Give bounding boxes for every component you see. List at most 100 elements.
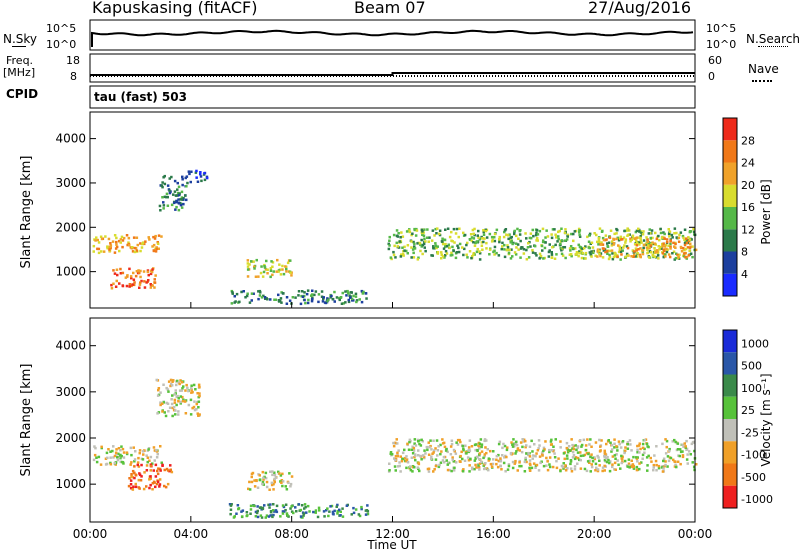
data-cell [659, 227, 662, 231]
data-cell [544, 241, 547, 244]
data-cell [263, 504, 266, 507]
data-cell [465, 253, 468, 256]
data-cell [551, 228, 555, 231]
data-cell [444, 228, 447, 231]
data-cell [472, 253, 475, 256]
data-cell [584, 449, 588, 452]
data-cell [163, 182, 167, 186]
data-cell [680, 250, 684, 253]
data-cell [586, 438, 589, 441]
data-cell [93, 453, 97, 457]
data-cell [252, 292, 255, 295]
data-cell [524, 458, 527, 461]
data-cell [400, 253, 403, 256]
data-cell [671, 252, 674, 255]
data-cell [478, 447, 481, 450]
data-cell [248, 480, 251, 484]
data-cell [581, 252, 584, 255]
data-cell [630, 255, 633, 258]
colorbar-segment [723, 463, 737, 486]
data-cell [161, 402, 164, 405]
data-cell [549, 440, 553, 443]
data-cell [538, 455, 542, 458]
data-cell [336, 510, 339, 513]
nsearch-tick-top: 10^5 [706, 22, 737, 35]
data-cell [347, 298, 350, 302]
data-cell [638, 230, 641, 233]
data-cell [158, 485, 161, 488]
data-cell [611, 257, 615, 261]
data-cell [443, 238, 446, 241]
data-cell [413, 442, 416, 445]
nave-tick-bottom: 0 [708, 70, 715, 83]
data-cell [196, 392, 199, 395]
data-cell [427, 240, 430, 243]
data-cell [509, 236, 512, 239]
data-cell [129, 463, 132, 466]
data-cell [501, 241, 504, 245]
data-cell [349, 296, 352, 299]
data-cell [678, 253, 681, 257]
data-cell [262, 476, 265, 480]
data-cell [599, 445, 602, 448]
data-cell [114, 247, 118, 250]
y-tick-label: 3000 [55, 385, 86, 399]
data-cell [674, 440, 677, 444]
data-cell [399, 236, 402, 239]
data-cell [300, 504, 304, 507]
data-cell [534, 233, 538, 237]
data-cell [303, 291, 306, 294]
data-cell [646, 251, 649, 255]
data-cell [263, 266, 267, 269]
data-cell [462, 468, 465, 471]
data-cell [116, 458, 120, 462]
data-cell [168, 191, 172, 195]
data-cell [569, 449, 572, 452]
data-cell [166, 195, 169, 199]
data-cell [232, 516, 236, 519]
y-tick-label: 3000 [55, 176, 86, 190]
data-cell [501, 245, 504, 248]
data-cell [480, 445, 483, 449]
data-cell [566, 457, 569, 460]
data-cell [515, 450, 518, 453]
data-cell [104, 457, 108, 460]
data-cell [578, 233, 581, 237]
data-cell [131, 246, 134, 249]
data-cell [303, 294, 306, 298]
data-cell [285, 488, 289, 491]
data-cell [470, 236, 474, 239]
data-cell [108, 248, 111, 251]
data-cell [540, 244, 544, 248]
data-cell [420, 458, 423, 461]
data-cell [311, 296, 314, 299]
colorbar-tick-label: 28 [741, 134, 755, 147]
data-cell [440, 450, 443, 453]
data-cell [291, 296, 295, 299]
data-cell [519, 247, 523, 250]
data-cell [598, 227, 602, 230]
data-cell [525, 452, 528, 455]
data-cell [173, 179, 177, 183]
data-cell [626, 229, 629, 232]
nsky-label: N.Sky [3, 32, 38, 46]
data-cell [121, 447, 125, 451]
data-cell [542, 239, 545, 242]
data-cell [264, 471, 268, 475]
data-cell [684, 247, 688, 251]
data-cell [451, 240, 454, 243]
data-cell [445, 459, 448, 462]
data-cell [505, 448, 509, 452]
data-cell [274, 509, 278, 512]
data-cell [182, 398, 185, 401]
data-cell [168, 469, 171, 473]
data-cell [100, 445, 103, 449]
data-cell [432, 439, 435, 442]
data-cell [109, 463, 113, 466]
nsearch-tick-bottom: 10^0 [706, 38, 737, 51]
data-cell [184, 412, 188, 415]
data-cell [691, 255, 694, 259]
data-cell [350, 297, 354, 301]
data-cell [273, 480, 276, 484]
data-cell [354, 508, 358, 511]
